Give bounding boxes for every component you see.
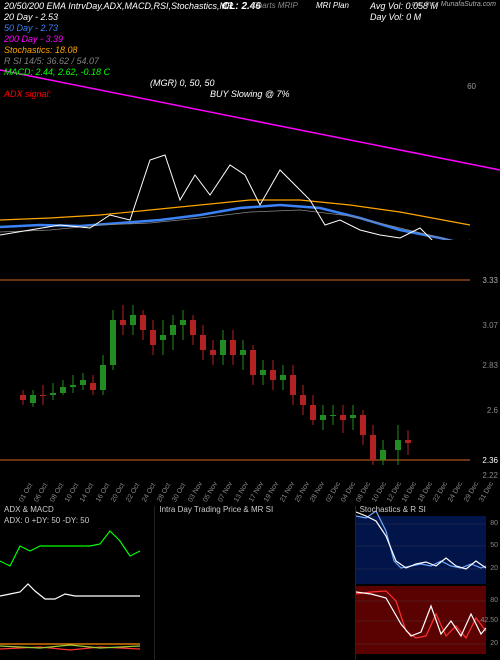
ema20-label: 20 Day - 2.53 [4, 12, 58, 22]
buysig-label: BUY Slowing @ 7% [210, 89, 290, 99]
date-tick: 16 Oct [95, 482, 111, 503]
date-axis: 01 Oct06 Oct08 Oct10 Oct14 Oct16 Oct20 O… [0, 480, 500, 506]
date-tick: 14 Oct [79, 482, 95, 503]
hdr-mrt: MRI Plan [316, 1, 349, 10]
indicator-svg [0, 0, 500, 240]
date-tick: 07 Nov [217, 481, 234, 504]
ema50-label: 50 Day - 2.73 [4, 23, 58, 33]
date-tick: 28 Nov [309, 481, 326, 504]
up-axis-label: 60 [467, 82, 476, 91]
indicator-panel: 20/50/200 EMA IntrvDay,ADX,MACD,R SI,Sto… [0, 0, 500, 240]
stoch-tick: 80 [490, 520, 498, 527]
adx-title: ADX & MACD [4, 505, 54, 514]
date-tick: 08 Oct [49, 482, 65, 503]
candle-panel: 3.333.072.832.62.362.22 [0, 265, 500, 475]
stoch-tick: 80 [490, 597, 498, 604]
stoch-rsi-panel: Stochastics & R SI 80 50 20 80 42.50 20 [356, 506, 500, 660]
ema200-label: 200 Day - 3.39 [4, 34, 63, 44]
stoch-title: Stochastics & R SI [360, 505, 426, 514]
price-tick: 3.33 [482, 276, 498, 285]
date-tick: 22 Oct [125, 482, 141, 503]
adx-svg [0, 506, 155, 660]
date-tick: 31 Dec [478, 481, 495, 504]
hdr-inc: mo. Inc.; MunafaSutra.com [412, 1, 496, 8]
price-tick: 2.83 [482, 361, 498, 370]
adxsig-label: ADX signal: [4, 89, 51, 99]
price-tick: 2.6 [487, 406, 498, 415]
date-tick: 06 Oct [33, 482, 49, 503]
chart-container: 20/50/200 EMA IntrvDay,ADX,MACD,R SI,Sto… [0, 0, 500, 660]
intra-title: Intra Day Trading Price & MR SI [159, 505, 273, 514]
intra-panel: Intra Day Trading Price & MR SI [154, 506, 355, 660]
stoch-label: Stochastics: 18.08 [4, 45, 78, 55]
date-tick: 01 Oct [18, 482, 34, 503]
price-tick: 2.22 [482, 471, 498, 480]
date-tick: 19 Nov [263, 481, 280, 504]
date-tick: 24 Oct [141, 482, 157, 503]
hdr-charts: Charts MRIP [252, 1, 298, 10]
adx-macd-panel: ADX & MACD ADX: 0 +DY: 50 -DY: 50 [0, 506, 154, 660]
date-tick: 20 Oct [110, 482, 126, 503]
adx-info: ADX: 0 +DY: 50 -DY: 50 [4, 516, 89, 525]
rsi-label: R SI 14/5: 36.62 / 54.07 [4, 56, 99, 66]
hdr-prefix: 20/50/200 EMA IntrvDay,ADX,MACD,R [4, 1, 160, 11]
bottom-panels: ADX & MACD ADX: 0 +DY: 50 -DY: 50 Intra … [0, 506, 500, 660]
price-tick: 3.07 [482, 321, 498, 330]
stoch-svg [356, 506, 500, 660]
date-tick: 10 Oct [64, 482, 80, 503]
stoch-tick: 42.50 [480, 617, 498, 624]
macd-label: MACD: 2.44, 2.62, -0.18 C [4, 67, 110, 77]
date-tick: 08 Dec [355, 481, 372, 504]
candle-svg [0, 265, 500, 480]
date-tick: 30 Oct [171, 482, 187, 503]
dayvol-label: Day Vol: 0 M [370, 12, 421, 22]
stoch-tick: 50 [490, 542, 498, 549]
mgr-label: (MGR) 0, 50, 50 [150, 78, 215, 88]
date-tick: 24 Dec [447, 481, 464, 504]
date-tick: 16 Dec [401, 481, 418, 504]
date-tick: 28 Oct [156, 482, 172, 503]
stoch-tick: 20 [490, 565, 498, 572]
price-tick: 2.36 [482, 456, 498, 465]
stoch-tick: 20 [490, 640, 498, 647]
